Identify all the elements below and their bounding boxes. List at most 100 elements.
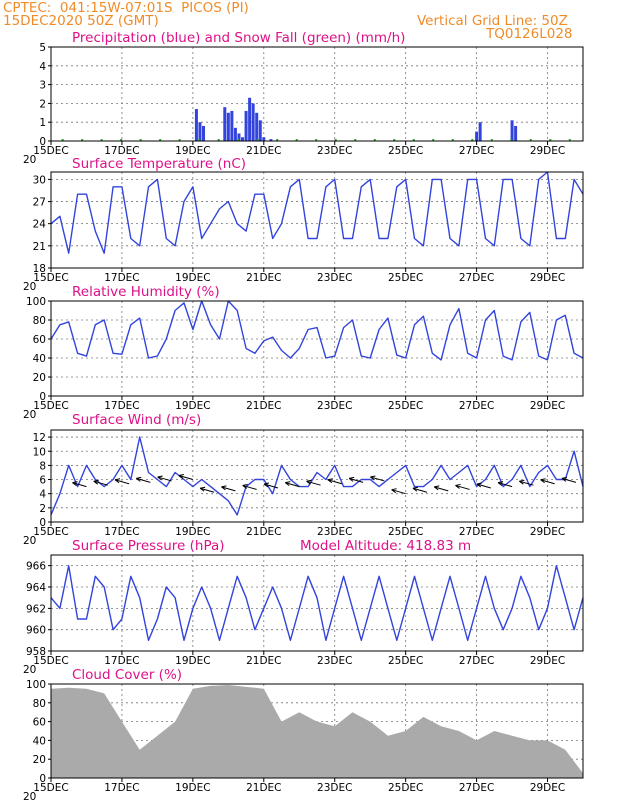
y-tick-label: 27 — [33, 197, 46, 209]
y-tick-label: 966 — [26, 561, 46, 573]
x-tick-label: 15DEC — [33, 400, 68, 412]
panel-frame-pres — [50, 554, 584, 652]
snow-mark — [451, 139, 454, 141]
snow-mark — [471, 139, 474, 141]
y-tick-label: 30 — [33, 174, 46, 186]
y-tick-label: 60 — [33, 717, 46, 729]
x-tick-label: 19DEC — [175, 782, 210, 794]
precip-bar — [241, 137, 245, 141]
wind-arrow-head — [157, 475, 163, 481]
wind-arrow-head — [136, 476, 142, 482]
wind-arrow-head — [221, 485, 227, 491]
x-tick-label: 29DEC — [530, 145, 565, 157]
snow-mark — [100, 139, 103, 141]
x-tick-label: 23DEC — [317, 272, 352, 284]
x-tick-label: 19DEC — [175, 655, 210, 667]
wind-arrow — [412, 487, 428, 493]
snow-mark — [432, 139, 435, 141]
wind-arrow-head — [242, 483, 248, 489]
wind-arrow — [157, 476, 172, 482]
precip-bar — [478, 122, 482, 141]
wind-arrow — [221, 486, 236, 492]
x-tick-label: 21DEC — [246, 400, 281, 412]
x-tick-label: 23DEC — [317, 526, 352, 538]
panel-title-wind: Surface Wind (m/s) — [72, 412, 201, 428]
snow-mark — [198, 139, 201, 141]
snow-mark — [529, 139, 532, 141]
snow-mark — [568, 139, 571, 141]
x-tick-label: 17DEC — [104, 400, 139, 412]
snow-mark — [178, 139, 181, 141]
x-tick-label: 25DEC — [388, 782, 423, 794]
x-tick-label: 21DEC — [246, 145, 281, 157]
wind-arrow — [476, 483, 491, 489]
wind-arrow — [434, 486, 449, 492]
x-tick-label: 27DEC — [459, 145, 494, 157]
precip-bar — [198, 122, 202, 141]
y-tick-label: 100 — [26, 296, 46, 308]
wind-arrow-head — [370, 475, 376, 481]
wind-arrow-head — [327, 478, 333, 484]
x-tick-label: 17DEC — [104, 145, 139, 157]
snow-mark — [256, 139, 259, 141]
wind-arrow — [455, 484, 470, 490]
precip-bar — [244, 110, 248, 141]
x-tick-label: 17DEC — [104, 526, 139, 538]
wind-arrow-head — [199, 486, 206, 492]
panel-frame-rh — [50, 300, 584, 397]
x-tick-label: 29DEC — [530, 655, 565, 667]
wind-arrow-head — [284, 481, 291, 487]
wind-arrow — [561, 477, 577, 483]
snow-mark — [510, 139, 513, 141]
wind-arrow — [327, 479, 342, 485]
snow-mark — [276, 139, 279, 141]
precip-bar — [269, 139, 273, 141]
x-tick-label: 15DEC — [33, 272, 68, 284]
y-tick-label: 1 — [39, 117, 46, 129]
precip-bar — [258, 120, 262, 141]
x-tick-label: 27DEC — [459, 782, 494, 794]
x-year-fragment: 20 — [23, 664, 36, 676]
y-tick-label: 3 — [39, 80, 46, 92]
x-tick-label: 19DEC — [175, 526, 210, 538]
wind-arrow — [93, 480, 108, 486]
y-tick-label: 40 — [33, 735, 46, 747]
x-tick-label: 27DEC — [459, 655, 494, 667]
panel-title-pres: Surface Pressure (hPa) — [72, 538, 225, 554]
precip-bar — [514, 125, 518, 141]
snow-mark — [120, 139, 123, 141]
snow-mark — [295, 139, 298, 141]
y-tick-label: 10 — [33, 446, 46, 458]
wind-arrow-head — [72, 481, 78, 487]
x-tick-label: 27DEC — [459, 400, 494, 412]
x-tick-label: 21DEC — [246, 655, 281, 667]
y-tick-label: 962 — [26, 603, 46, 615]
header-station: CPTEC: 041:15W-07:01S PICOS (PI) — [3, 0, 249, 16]
precip-bar — [251, 103, 255, 141]
x-tick-label: 17DEC — [104, 655, 139, 667]
wind-arrow-head — [561, 476, 568, 482]
wind-arrow — [348, 477, 364, 483]
wind-arrow — [200, 487, 215, 493]
wind-arrow-head — [306, 479, 312, 485]
panel-title-rh: Relative Humidity (%) — [72, 284, 220, 300]
y-tick-label: 21 — [33, 241, 46, 253]
series-line-pres — [50, 565, 584, 641]
y-tick-label: 960 — [26, 625, 46, 637]
y-tick-label: 24 — [33, 219, 47, 231]
x-tick-label: 25DEC — [388, 272, 423, 284]
x-tick-label: 15DEC — [33, 655, 68, 667]
wind-arrow-head — [497, 481, 504, 487]
precip-bar — [237, 133, 241, 141]
y-tick-label: 964 — [26, 582, 46, 594]
wind-arrow — [391, 489, 406, 495]
series-line-wind — [50, 436, 584, 516]
y-tick-label: 958 — [26, 646, 46, 658]
x-tick-label: 25DEC — [388, 400, 423, 412]
wind-arrow — [114, 479, 130, 485]
y-tick-label: 18 — [33, 263, 46, 275]
wind-arrow-head — [455, 483, 461, 489]
y-tick-label: 12 — [33, 432, 46, 444]
x-tick-label: 27DEC — [459, 526, 494, 538]
